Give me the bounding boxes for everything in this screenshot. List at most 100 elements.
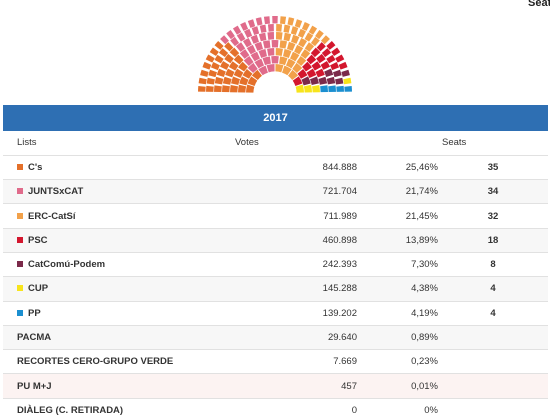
seats-cell: 18 — [438, 228, 548, 253]
seat-mark — [255, 17, 263, 26]
seat-mark — [283, 49, 292, 59]
votes-column-header: Votes — [235, 131, 358, 156]
seats-cell: 8 — [438, 252, 548, 278]
seat-mark — [233, 68, 244, 78]
party-name: C's — [28, 161, 43, 173]
percent-cell: 21,74% — [358, 179, 438, 205]
seat-mark — [326, 76, 336, 85]
table-row: CatComú-Podem 242.393 7,30% 8 — [3, 252, 548, 278]
seats-cell — [438, 373, 548, 399]
table-row: PU M+J 457 0,01% — [3, 373, 548, 399]
seat-mark — [280, 16, 287, 25]
votes-cell: 0 — [235, 398, 358, 418]
percent-cell: 21,45% — [358, 203, 438, 229]
seat-mark — [294, 19, 303, 28]
party-name: ERC-CatSí — [28, 210, 76, 222]
seat-mark — [247, 76, 258, 86]
seat-mark — [288, 69, 299, 80]
seat-mark — [198, 77, 207, 85]
seat-mark — [330, 62, 340, 71]
seat-mark — [298, 37, 308, 48]
seat-mark — [303, 84, 312, 93]
seat-mark — [326, 54, 336, 64]
seat-mark — [311, 61, 322, 71]
votes-cell: 29.640 — [235, 325, 358, 351]
party-name-cell: PSC — [3, 228, 235, 253]
seat-mark — [242, 68, 253, 79]
seat-mark — [218, 48, 229, 58]
seat-mark — [202, 61, 212, 70]
seat-mark — [304, 42, 315, 52]
seat-mark — [343, 77, 352, 85]
party-name: JUNTSxCAT — [28, 186, 84, 198]
seat-mark — [259, 24, 267, 33]
seat-mark — [242, 37, 252, 48]
seat-mark — [301, 21, 310, 31]
seat-mark — [290, 51, 300, 62]
seat-mark — [275, 32, 283, 40]
seat-mark — [267, 32, 275, 40]
seat-mark — [239, 76, 249, 86]
votes-cell: 711.989 — [235, 203, 358, 229]
table-row: C's 844.888 25,46% 35 — [3, 155, 548, 181]
seat-mark — [320, 85, 328, 93]
seat-mark — [262, 40, 271, 49]
party-name: RECORTES CERO-GRUPO VERDE — [17, 356, 174, 368]
seat-mark — [271, 39, 279, 48]
seat-mark — [230, 36, 240, 47]
seat-mark — [258, 49, 267, 59]
seat-mark — [316, 53, 326, 64]
table-row: PSC 460.898 13,89% 18 — [3, 228, 548, 253]
parliament-hemicycle-chart — [198, 15, 352, 93]
table-row: PP 139.202 4,19% 4 — [3, 301, 548, 326]
party-name: DIÀLEG (C. RETIRADA) — [17, 404, 124, 416]
percent-cell: 0,89% — [358, 325, 438, 351]
seat-mark — [294, 44, 304, 55]
table-row: RECORTES CERO-GRUPO VERDE 7.669 0,23% — [3, 349, 548, 375]
seat-mark — [258, 32, 267, 42]
seat-mark — [243, 56, 254, 66]
seat-mark — [279, 56, 288, 66]
seat-mark — [315, 30, 324, 40]
seat-mark — [267, 48, 275, 56]
seat-mark — [225, 68, 235, 78]
seat-mark — [335, 77, 344, 85]
party-name-cell: RECORTES CERO-GRUPO VERDE — [3, 349, 235, 375]
party-name: PACMA — [17, 332, 52, 344]
party-name-cell: CatComú-Podem — [3, 252, 235, 278]
seat-mark — [282, 65, 292, 76]
seat-mark — [290, 26, 299, 36]
seats-cell: 32 — [438, 203, 548, 229]
percent-cell: 4,38% — [358, 276, 438, 302]
seats-column-header: Seats — [438, 131, 548, 156]
table-row: PACMA 29.640 0,89% — [3, 325, 548, 351]
table-row: JUNTSxCAT 721.704 21,74% 34 — [3, 179, 548, 205]
seat-mark — [222, 85, 230, 93]
seat-mark — [266, 64, 275, 73]
seat-mark — [247, 19, 256, 28]
seat-mark — [263, 16, 270, 25]
party-name-cell: PACMA — [3, 325, 235, 351]
seat-mark — [233, 54, 244, 65]
seat-mark — [250, 34, 259, 44]
seat-mark — [214, 54, 224, 64]
seat-mark — [238, 84, 247, 93]
seat-mark — [224, 42, 234, 52]
seats-cell — [438, 349, 548, 375]
table-header-row: Lists Votes Seats — [3, 131, 548, 156]
seat-mark — [304, 32, 314, 42]
party-color-swatch — [17, 163, 23, 170]
party-color-swatch — [17, 212, 23, 219]
party-name-cell: DIÀLEG (C. RETIRADA) — [3, 398, 235, 418]
seat-mark — [316, 42, 326, 52]
seat-mark — [295, 84, 304, 93]
seat-mark — [341, 69, 350, 77]
seat-mark — [335, 54, 345, 63]
table-row: CUP 145.288 4,38% 4 — [3, 276, 548, 302]
lists-column-header: Lists — [3, 131, 235, 156]
seat-mark — [254, 41, 264, 51]
seat-mark — [310, 47, 321, 58]
seat-mark — [271, 56, 279, 64]
seat-mark — [222, 76, 232, 85]
seat-mark — [297, 68, 308, 79]
